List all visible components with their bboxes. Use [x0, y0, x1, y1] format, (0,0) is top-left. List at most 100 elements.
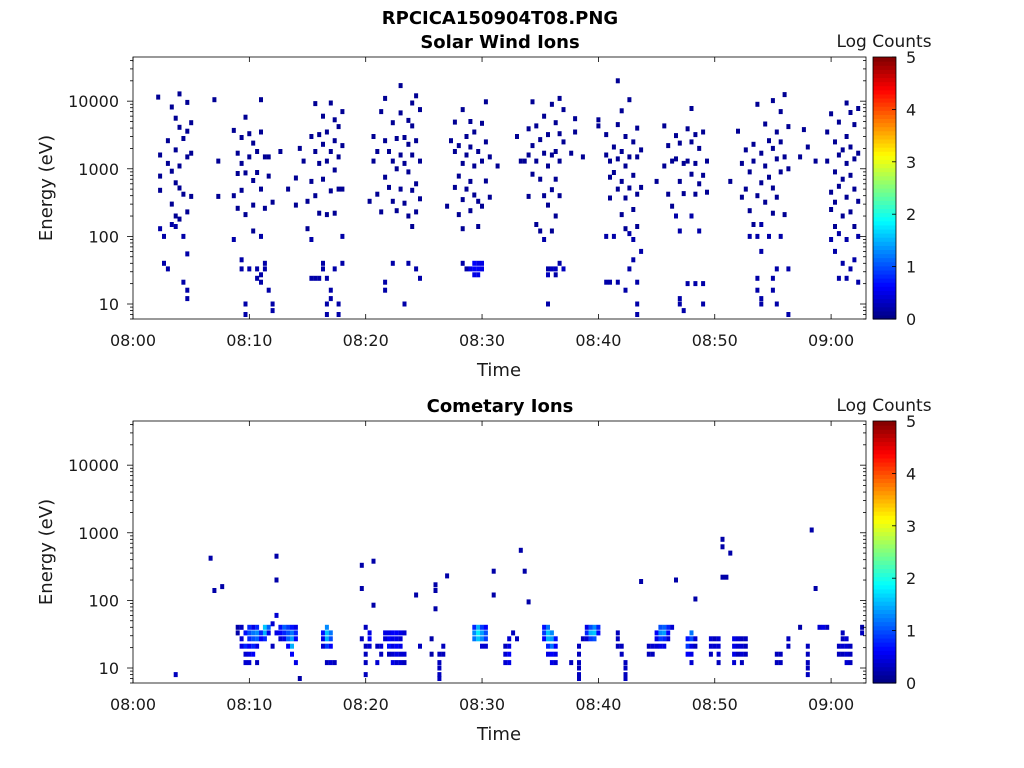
heatmap-cell: [561, 139, 566, 145]
heatmap-cell: [480, 624, 484, 630]
heatmap-cell: [340, 143, 345, 149]
heatmap-cell: [689, 651, 694, 657]
heatmap-cell: [604, 233, 609, 239]
colorbar-segment: [873, 597, 896, 602]
colorbar-segment: [873, 654, 896, 660]
heatmap-cell: [387, 184, 391, 190]
heatmap-cell: [363, 651, 368, 657]
heatmap-cell: [623, 287, 628, 293]
heatmap-cell: [472, 266, 477, 272]
heatmap-cell: [324, 212, 329, 218]
heatmap-cell: [173, 672, 178, 678]
heatmap-cell: [363, 660, 368, 666]
heatmap-cell: [332, 660, 337, 666]
heatmap-cell: [674, 213, 678, 219]
heatmap-cell: [515, 134, 519, 139]
x-axis-label-solar-wind: Time: [476, 360, 521, 381]
heatmap-cell: [243, 660, 248, 666]
heatmap-cell: [689, 139, 694, 145]
heatmap-cell: [534, 123, 539, 129]
heatmap-cell: [747, 208, 752, 214]
heatmap-cell: [549, 266, 554, 272]
heatmap-cell: [805, 660, 810, 666]
heatmap-cell: [577, 676, 581, 681]
heatmap-cell: [856, 279, 861, 285]
heatmap-cell: [437, 665, 442, 671]
heatmap-cell: [518, 547, 523, 553]
heatmap-cell: [177, 91, 182, 97]
heatmap-cell: [472, 272, 477, 278]
heatmap-cell: [743, 186, 748, 192]
heatmap-cell: [371, 134, 376, 139]
heatmap-cell: [708, 643, 713, 649]
colorbar-segment: [873, 445, 896, 451]
heatmap-cell: [716, 660, 721, 666]
heatmap-cell: [685, 126, 690, 132]
heatmap-cell: [635, 312, 640, 317]
colorbar-segment: [873, 228, 896, 234]
heatmap-cell: [619, 651, 624, 657]
colorbar-segment: [873, 257, 896, 263]
colorbar-segment: [873, 511, 896, 516]
colorbar-segment: [873, 220, 896, 226]
heatmap-cell: [615, 630, 620, 636]
heatmap-cell: [251, 630, 256, 636]
x-tick-label: 08:40: [575, 331, 621, 350]
heatmap-cell: [383, 287, 388, 293]
heatmap-cell: [836, 643, 841, 649]
heatmap-cell: [747, 233, 752, 239]
heatmap-cell: [623, 676, 628, 681]
heatmap-cell: [546, 624, 550, 630]
heatmap-cell: [328, 188, 333, 194]
heatmap-cell: [282, 630, 287, 636]
heatmap-cell: [383, 174, 388, 180]
heatmap-cell: [615, 279, 620, 285]
heatmap-cell: [712, 643, 717, 649]
colorbar-segment: [873, 523, 896, 529]
heatmap-cell: [173, 180, 178, 186]
heatmap-cell: [402, 135, 407, 140]
heatmap-cell: [414, 93, 419, 99]
heatmap-cell: [185, 209, 190, 215]
heatmap-cell: [321, 141, 325, 147]
heatmap-cell: [739, 160, 744, 166]
heatmap-cell: [239, 624, 244, 630]
heatmap-cell: [309, 237, 314, 242]
heatmap-cell: [557, 158, 562, 164]
heatmap-cell: [840, 176, 845, 182]
colorbar-segment: [873, 453, 896, 459]
colorbar-segment: [873, 142, 896, 148]
heatmap-cell: [546, 651, 550, 657]
heatmap-cell: [476, 272, 481, 278]
colorbar-segment: [873, 425, 896, 430]
heatmap-cell: [596, 624, 601, 630]
heatmap-cell: [844, 651, 849, 657]
heatmap-cell: [856, 150, 861, 156]
heatmap-cell: [414, 592, 419, 598]
heatmap-cell: [542, 193, 547, 199]
heatmap-cell: [778, 651, 783, 657]
heatmap-cell: [247, 624, 252, 630]
heatmap-cell: [239, 187, 244, 193]
heatmap-cell: [770, 287, 775, 293]
colorbar-segment: [873, 147, 896, 152]
heatmap-cell: [313, 101, 318, 107]
heatmap-cell: [293, 630, 298, 636]
heatmap-cell: [751, 158, 756, 164]
heatmap-cell: [390, 643, 395, 649]
heatmap-cell: [472, 624, 477, 630]
heatmap-cell: [336, 124, 341, 130]
heatmap-cell: [743, 636, 748, 642]
heatmap-cell: [767, 174, 771, 180]
heatmap-cell: [398, 630, 403, 636]
heatmap-cell: [833, 139, 837, 145]
heatmap-cell: [278, 636, 283, 642]
heatmap-cell: [623, 665, 628, 671]
heatmap-cell: [608, 158, 612, 164]
heatmap-cell: [247, 643, 252, 649]
heatmap-cell: [464, 266, 469, 272]
heatmap-cell: [627, 266, 632, 272]
heatmap-cell: [805, 643, 810, 649]
heatmap-cell: [736, 128, 740, 134]
heatmap-cell: [549, 228, 554, 234]
